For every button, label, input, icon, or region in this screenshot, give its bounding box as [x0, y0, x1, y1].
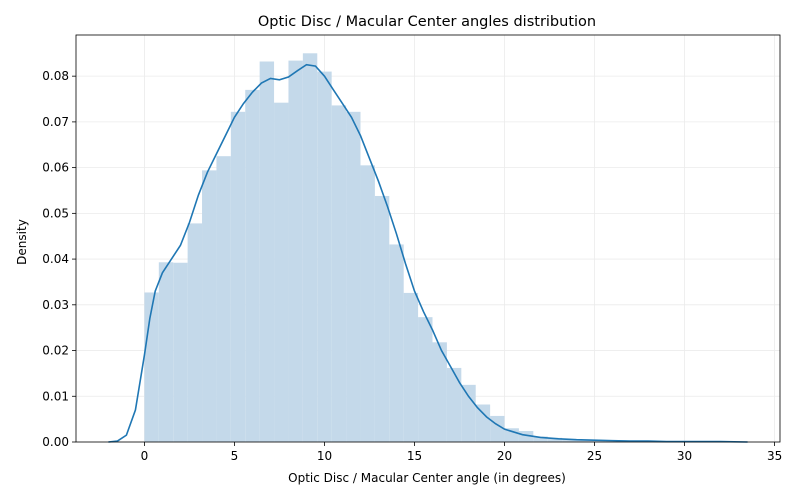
histogram-bar — [518, 431, 534, 442]
x-tick-label: 15 — [407, 449, 422, 463]
histogram-bar — [346, 111, 361, 442]
y-axis-ticks: 0.00 0.01 0.02 0.03 0.04 0.05 0.06 0.07 0.08 — [42, 69, 76, 449]
y-axis-label: Density — [15, 219, 29, 265]
kde-line — [108, 63, 748, 443]
histogram-bar — [302, 53, 318, 442]
y-tick-label: 0.03 — [42, 298, 69, 312]
histogram-bar — [158, 262, 174, 442]
histogram-bar — [317, 71, 332, 443]
histogram-bar — [245, 89, 260, 442]
histogram-bar — [490, 415, 505, 442]
histogram-bar — [418, 317, 433, 442]
histogram-bar — [202, 170, 217, 442]
x-tick-label: 10 — [317, 449, 332, 463]
histogram-bar — [331, 105, 347, 443]
histogram-bar — [274, 102, 289, 442]
histogram-bar — [446, 367, 462, 442]
x-axis-ticks: 0 5 10 15 20 25 30 35 — [141, 442, 782, 463]
histogram-bar — [389, 244, 404, 442]
y-tick-label: 0.00 — [42, 435, 69, 449]
histogram-bar — [576, 439, 591, 442]
y-tick-label: 0.06 — [42, 161, 69, 175]
y-tick-label: 0.04 — [42, 252, 69, 266]
x-tick-label: 35 — [767, 449, 782, 463]
histogram-bar — [216, 156, 231, 442]
y-tick-label: 0.01 — [42, 389, 69, 403]
x-tick-label: 0 — [141, 449, 149, 463]
y-tick-label: 0.07 — [42, 115, 69, 129]
y-tick-label: 0.08 — [42, 69, 69, 83]
histogram-bar — [562, 439, 577, 442]
x-tick-label: 20 — [497, 449, 512, 463]
histogram-bar — [432, 342, 447, 442]
histogram-bar — [475, 404, 491, 442]
chart-title: Optic Disc / Macular Center angles distr… — [258, 14, 596, 30]
histogram-bars — [144, 53, 735, 443]
x-axis-label: Optic Disc / Macular Center angle (in de… — [288, 471, 566, 485]
histogram-bar — [461, 384, 476, 442]
x-tick-label: 30 — [677, 449, 692, 463]
histogram-bar — [230, 111, 246, 442]
histogram-bar — [533, 436, 548, 442]
y-tick-label: 0.05 — [42, 206, 69, 220]
histogram-bar — [144, 292, 159, 442]
plot-frame — [75, 34, 781, 443]
y-tick-label: 0.02 — [42, 344, 69, 358]
x-tick-label: 25 — [587, 449, 602, 463]
histogram-bar — [173, 262, 188, 442]
histogram-bar — [374, 195, 390, 442]
histogram-bar — [360, 165, 375, 442]
x-tick-label: 5 — [231, 449, 239, 463]
histogram-bar — [403, 292, 419, 442]
histogram-bar — [288, 60, 303, 443]
histogram-bar — [187, 223, 203, 442]
histogram-bar — [259, 61, 275, 443]
histogram-bar — [590, 440, 606, 442]
histogram-bar — [547, 437, 563, 442]
